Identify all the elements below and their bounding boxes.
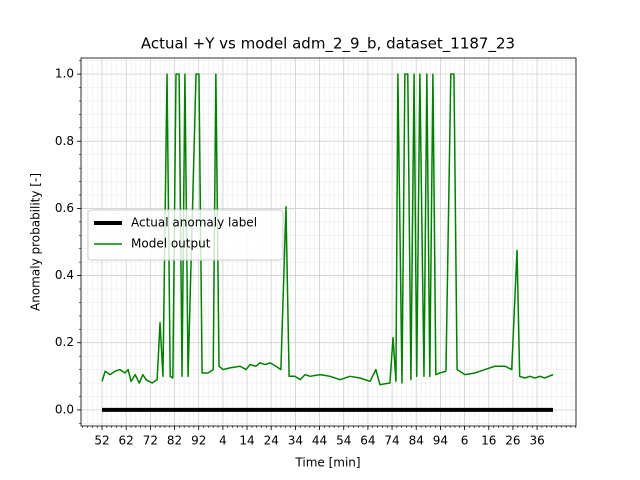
- x-tick-label: 84: [409, 434, 424, 448]
- y-axis-label: Anomaly probability [-]: [29, 173, 43, 311]
- legend-label: Model output: [131, 237, 211, 251]
- x-tick-label: 92: [191, 434, 206, 448]
- y-tick-label: 0.4: [55, 268, 74, 282]
- x-tick-label: 6: [461, 434, 469, 448]
- x-tick-label: 4: [219, 434, 227, 448]
- x-tick-label: 62: [119, 434, 134, 448]
- x-tick-label: 44: [312, 434, 327, 448]
- y-tick-label: 0.8: [55, 134, 74, 148]
- x-tick-label: 72: [143, 434, 158, 448]
- x-tick-label: 94: [433, 434, 448, 448]
- x-tick-label: 74: [384, 434, 399, 448]
- y-tick-label: 0.0: [55, 402, 74, 416]
- y-tick-label: 0.2: [55, 335, 74, 349]
- x-tick-label: 16: [481, 434, 496, 448]
- x-tick-label: 54: [336, 434, 351, 448]
- x-tick-label: 82: [167, 434, 182, 448]
- x-tick-label: 26: [505, 434, 520, 448]
- x-tick-label: 64: [360, 434, 375, 448]
- x-tick-label: 14: [239, 434, 254, 448]
- y-tick-label: 1.0: [55, 67, 74, 81]
- x-tick-label: 52: [94, 434, 109, 448]
- x-axis-label: Time [min]: [294, 456, 360, 470]
- chart-title: Actual +Y vs model adm_2_9_b, dataset_11…: [141, 35, 515, 54]
- legend-box: [87, 209, 284, 261]
- data-line: [101, 73, 554, 386]
- x-tick-label: 36: [529, 434, 544, 448]
- plot-frame: [80, 57, 577, 427]
- legend-label: Actual anomaly label: [131, 216, 257, 230]
- y-tick-label: 0.6: [55, 201, 74, 215]
- x-tick-label: 24: [264, 434, 279, 448]
- x-tick-label: 34: [288, 434, 303, 448]
